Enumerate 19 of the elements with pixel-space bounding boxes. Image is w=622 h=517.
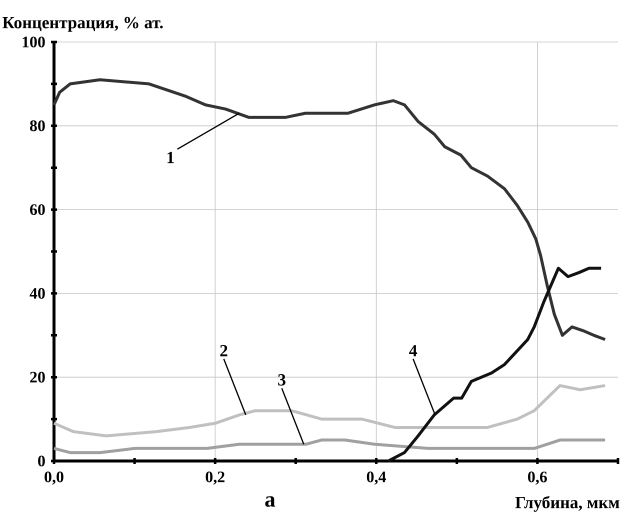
y-tick-label: 20 bbox=[30, 372, 45, 383]
line-series bbox=[386, 266, 603, 462]
x-tick-label: 0,6 bbox=[528, 472, 547, 485]
y-axis-title: Концентрация, % ат. bbox=[2, 16, 163, 32]
text: а bbox=[265, 496, 276, 507]
x-tick-label: 0,4 bbox=[366, 472, 386, 485]
line-series bbox=[52, 78, 607, 341]
y-tick-label: 100 bbox=[22, 36, 45, 48]
x-axis-title: Глубина, мкм bbox=[515, 496, 620, 512]
annotation: 1 bbox=[168, 152, 174, 164]
y-tick-label: 0 bbox=[38, 456, 45, 466]
annotation: 4 bbox=[409, 345, 418, 356]
y-tick-label: 80 bbox=[30, 120, 45, 132]
x-tick-label: 0,0 bbox=[44, 472, 64, 485]
x-tick-label: 0,2 bbox=[206, 472, 224, 485]
annotation: 2 bbox=[220, 344, 228, 356]
annotation: 3 bbox=[278, 374, 286, 386]
y-tick-label: 60 bbox=[30, 204, 45, 215]
y-tick-label: 40 bbox=[30, 288, 45, 299]
